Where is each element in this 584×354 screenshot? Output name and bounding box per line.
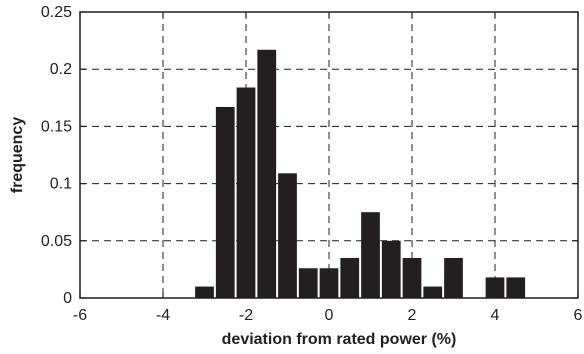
histogram-bar	[506, 277, 526, 298]
y-tick-label: 0.25	[41, 4, 72, 21]
x-tick-label: -6	[73, 307, 87, 324]
x-tick-label: 4	[491, 307, 500, 324]
histogram-bar	[257, 49, 277, 298]
x-tick-labels: -6 -4 -2 0 2 4 6	[73, 307, 583, 324]
tick-marks	[79, 11, 579, 299]
y-tick-label: 0.2	[50, 61, 72, 78]
histogram-bar	[340, 257, 360, 298]
histogram-bar	[319, 268, 339, 298]
histogram-bar	[278, 173, 297, 298]
bars	[195, 49, 526, 299]
y-tick-label: 0.1	[50, 176, 72, 193]
histogram-bar	[298, 268, 318, 298]
x-tick-label: -4	[156, 307, 170, 324]
histogram-bar	[444, 257, 463, 298]
grid-lines	[80, 12, 578, 298]
histogram-bar	[236, 87, 256, 298]
histogram-bar	[195, 286, 214, 298]
y-tick-label: 0	[63, 290, 72, 307]
histogram-bar	[423, 286, 443, 298]
histogram-bar	[215, 106, 235, 299]
y-tick-labels: 0 0.05 0.1 0.15 0.2 0.25	[41, 4, 72, 307]
histogram-bar	[402, 257, 422, 298]
x-tick-label: 2	[408, 307, 417, 324]
x-tick-label: 0	[325, 307, 334, 324]
x-axis-label: deviation from rated power (%)	[222, 331, 457, 348]
y-axis-label: frequency	[9, 117, 26, 194]
histogram-bar	[361, 212, 380, 298]
x-tick-label: 6	[574, 307, 583, 324]
y-tick-label: 0.05	[41, 233, 72, 250]
x-tick-label: -2	[239, 307, 253, 324]
histogram-bar	[381, 240, 401, 298]
y-tick-label: 0.15	[41, 118, 72, 135]
histogram-bar	[485, 277, 505, 298]
